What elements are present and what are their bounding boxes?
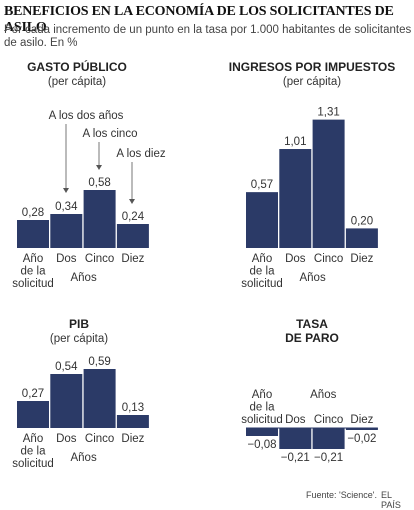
chart1-category-label: Cinco [85, 253, 114, 265]
chart3-value-label: 0,27 [22, 388, 44, 400]
chart3-subtitle: (per cápita) [50, 333, 108, 345]
chart1-bar [116, 224, 149, 248]
chart4-value-label: −0,21 [281, 452, 310, 464]
chart1-value-label: 0,34 [55, 201, 78, 213]
chart1-bar [17, 220, 49, 248]
chart3-bar [116, 415, 149, 428]
chart2-category-label: Cinco [314, 253, 343, 265]
chart4-value-label: −0,21 [314, 452, 343, 464]
chart2-category-label: Diez [350, 253, 373, 265]
chart3-category-label: solicitud [12, 458, 54, 470]
page-subtitle: Por cada incremento de un punto en la ta… [4, 24, 412, 49]
chart2-value-label: 1,31 [317, 107, 339, 119]
chart2-bar [312, 119, 345, 249]
chart4-value-label: −0,08 [247, 439, 276, 451]
chart2-category-label: solicitud [241, 278, 283, 290]
chart4-category-label: Cinco [314, 414, 343, 426]
chart3-value-label: 0,59 [88, 356, 110, 368]
chart4-category-label: Dos [285, 414, 306, 426]
chart3-bar [83, 369, 116, 428]
chart4-title: TASA [296, 317, 328, 331]
chart3-category-label: Diez [121, 433, 144, 445]
brand-logo: EL PAÍS [381, 490, 401, 510]
chart3-xlabel: Años [70, 452, 96, 464]
chart1-category-label: solicitud [12, 278, 54, 290]
chart2-value-label: 0,57 [251, 179, 273, 191]
chart1-annotation-arrowhead [96, 165, 102, 170]
chart2-bar [345, 228, 378, 248]
chart2-title: INGRESOS POR IMPUESTOS [229, 60, 395, 74]
chart4-title: DE PARO [285, 331, 339, 345]
chart1-value-label: 0,28 [22, 207, 44, 219]
chart4-xlabel: Años [310, 389, 336, 401]
chart1-bar [83, 190, 116, 248]
chart3-category-label: Año [23, 433, 43, 445]
chart1-value-label: 0,24 [122, 211, 145, 223]
chart1-subtitle: (per cápita) [48, 76, 106, 88]
chart3-bar [17, 401, 49, 428]
chart1-annotation: A los diez [116, 148, 165, 160]
chart2-category-label: de la [250, 266, 276, 278]
chart1-annotation: A los cinco [83, 128, 138, 140]
chart2-subtitle: (per cápita) [283, 76, 341, 88]
chart2-xlabel: Años [299, 272, 325, 284]
chart1-annotation-arrowhead [129, 199, 135, 204]
chart2-bar [279, 149, 312, 248]
page-title: BENEFICIOS EN LA ECONOMÍA DE LOS SOLICIT… [4, 4, 394, 35]
chart3-category-label: Dos [56, 433, 77, 445]
chart2-bar [246, 192, 278, 248]
chart4-category-label: de la [250, 402, 276, 414]
chart3-title: PIB [69, 317, 89, 331]
chart1-bar [50, 214, 83, 248]
source-note: Fuente: 'Science'. [306, 490, 377, 500]
chart1-annotation: A los dos años [49, 110, 124, 122]
chart4-category-label: solicitud [241, 414, 283, 426]
chart4-bar [312, 428, 345, 449]
chart4-category-label: Año [252, 389, 272, 401]
chart1-value-label: 0,58 [88, 177, 110, 189]
chart3-value-label: 0,13 [122, 402, 144, 414]
chart1-category-label: Dos [56, 253, 77, 265]
chart3-category-label: Cinco [85, 433, 114, 445]
chart4-bar [246, 428, 278, 436]
chart1-category-label: Año [23, 253, 43, 265]
chart2-category-label: Dos [285, 253, 306, 265]
chart4-bar [279, 428, 312, 449]
chart4-bar [345, 428, 378, 430]
chart1-title: GASTO PÚBLICO [27, 59, 127, 74]
chart1-category-label: de la [21, 266, 47, 278]
chart3-bar [50, 374, 83, 428]
chart4-value-label: −0,02 [347, 433, 376, 445]
chart2-value-label: 0,20 [351, 215, 373, 227]
chart2-value-label: 1,01 [284, 136, 306, 148]
chart1-category-label: Diez [121, 253, 144, 265]
chart1-xlabel: Años [70, 272, 96, 284]
chart2-category-label: Año [252, 253, 272, 265]
chart4-category-label: Diez [350, 414, 373, 426]
chart1-annotation-arrowhead [63, 188, 69, 193]
chart3-category-label: de la [21, 446, 47, 458]
chart3-value-label: 0,54 [55, 361, 78, 373]
